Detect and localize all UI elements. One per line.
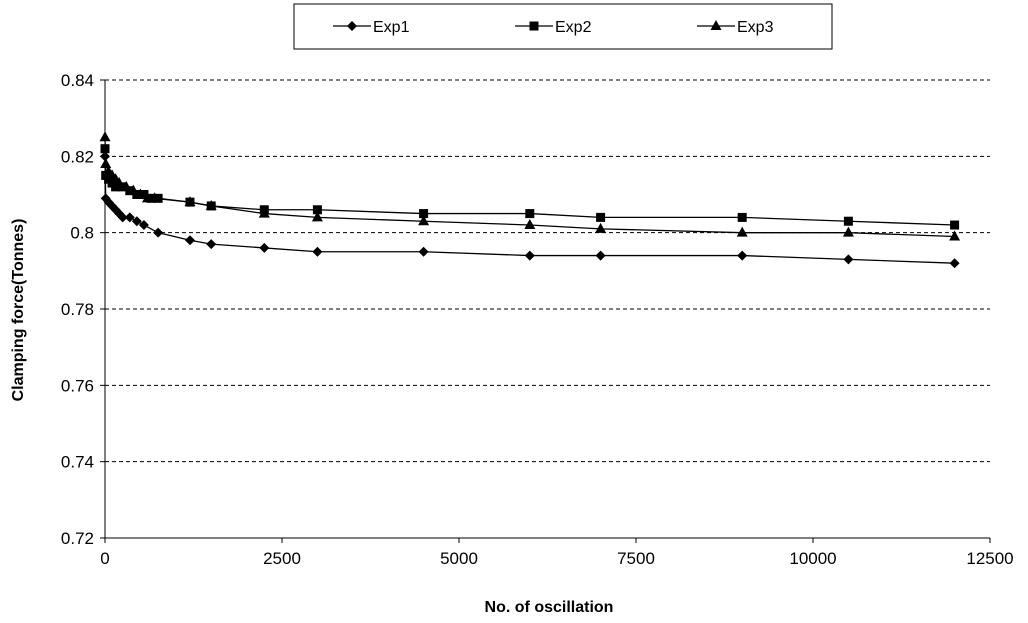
- data-point: [312, 205, 322, 215]
- data-point: [258, 207, 270, 218]
- y-tick-label: 0.84: [61, 71, 94, 90]
- data-point: [205, 199, 217, 210]
- legend-entry: Exp2: [515, 19, 592, 36]
- x-axis-label: No. of oscillation: [485, 599, 614, 616]
- y-tick-label: 0.72: [61, 529, 94, 548]
- data-point: [117, 212, 128, 223]
- data-point: [259, 242, 270, 253]
- data-point: [139, 190, 149, 199]
- series-exp3: [99, 131, 961, 241]
- legend-entry: Exp3: [697, 19, 774, 36]
- data-point: [184, 196, 196, 207]
- data-point: [134, 188, 146, 199]
- data-point: [206, 239, 217, 250]
- legend-label: Exp2: [555, 19, 592, 36]
- data-point: [950, 220, 960, 230]
- data-point: [100, 157, 112, 168]
- data-point: [312, 246, 323, 257]
- data-point: [124, 212, 135, 223]
- x-tick-label: 7500: [617, 549, 655, 568]
- data-point: [842, 226, 854, 237]
- y-tick-label: 0.78: [61, 300, 94, 319]
- data-point: [138, 220, 149, 231]
- data-point: [843, 254, 854, 265]
- data-point: [595, 250, 606, 261]
- data-point: [736, 226, 748, 237]
- x-tick-label: 12500: [966, 549, 1013, 568]
- data-point: [737, 250, 748, 261]
- data-point: [149, 192, 161, 203]
- data-point: [949, 258, 960, 269]
- data-point: [596, 212, 606, 222]
- data-point: [311, 211, 323, 222]
- legend-marker: [347, 21, 357, 31]
- data-point: [153, 227, 164, 238]
- legend-label: Exp1: [373, 19, 410, 36]
- legend-label: Exp3: [737, 19, 774, 36]
- legend-marker: [710, 20, 722, 30]
- data-point: [843, 216, 853, 226]
- legend: Exp1 Exp2 Exp3: [293, 3, 833, 50]
- series-layer: [99, 131, 961, 269]
- y-axis-label: Clamping force(Tonnes): [10, 219, 27, 402]
- data-point: [120, 180, 132, 191]
- series-exp2: [100, 144, 960, 230]
- data-point: [524, 250, 535, 261]
- data-point: [418, 246, 429, 257]
- data-point: [184, 235, 195, 246]
- data-point: [127, 184, 139, 195]
- data-point: [595, 222, 607, 233]
- x-axis-ticks: 0 2500 5000 7500 10000 12500: [100, 538, 1014, 568]
- y-tick-label: 0.74: [61, 453, 94, 472]
- data-point: [113, 177, 125, 188]
- y-axis-ticks: 0.72 0.74 0.76 0.78 0.8 0.82 0.84: [61, 71, 105, 548]
- x-tick-label: 5000: [440, 549, 478, 568]
- legend-box: [293, 3, 833, 50]
- data-point: [131, 216, 142, 227]
- y-tick-label: 0.76: [61, 376, 94, 395]
- x-tick-label: 0: [100, 549, 109, 568]
- series-exp1: [100, 151, 960, 269]
- data-point: [141, 192, 153, 203]
- y-tick-label: 0.82: [61, 147, 94, 166]
- data-point: [418, 215, 430, 226]
- data-point: [524, 219, 536, 230]
- x-tick-label: 10000: [789, 549, 836, 568]
- data-point: [737, 212, 747, 222]
- data-point: [419, 209, 429, 219]
- legend-marker: [529, 21, 539, 31]
- data-point: [99, 131, 111, 142]
- data-point: [525, 209, 535, 219]
- legend-entry: Exp1: [333, 19, 410, 36]
- y-tick-label: 0.8: [70, 224, 94, 243]
- data-point: [949, 230, 961, 241]
- x-tick-label: 2500: [263, 549, 301, 568]
- gridlines: [105, 79, 990, 463]
